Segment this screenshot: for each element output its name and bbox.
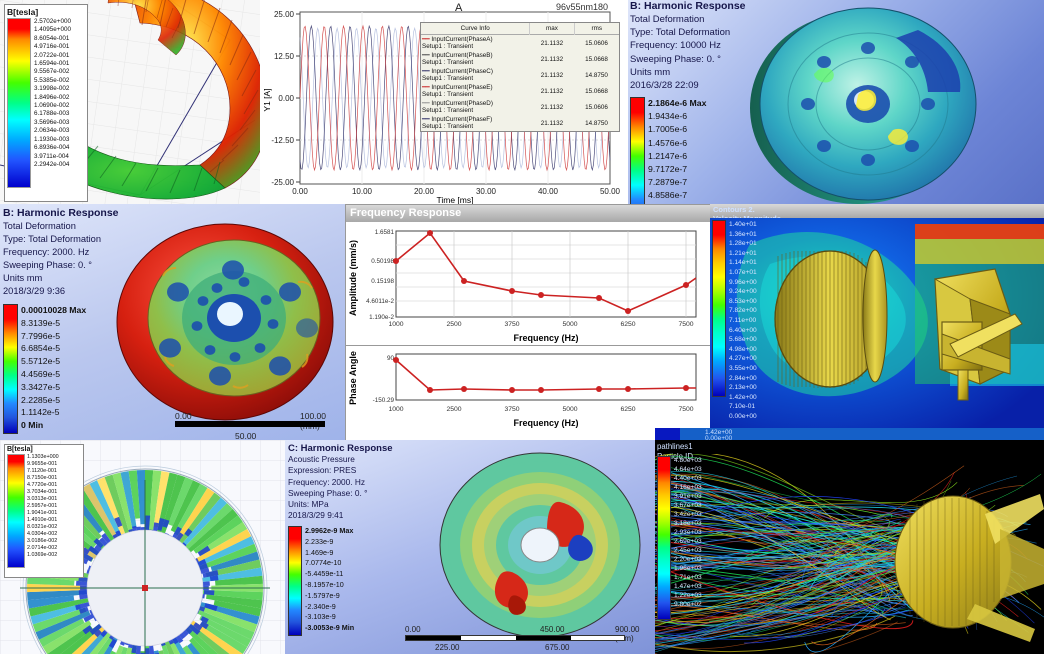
svg-text:40.00: 40.00 [538,187,559,196]
svg-text:6250: 6250 [620,406,635,413]
svg-text:0.15198: 0.15198 [371,278,394,285]
svg-text:5000: 5000 [562,406,577,413]
svg-text:20.00: 20.00 [414,187,435,196]
svg-text:12.50: 12.50 [274,52,295,61]
svg-text:1.6581: 1.6581 [375,229,395,236]
svg-text:4.6011e-2: 4.6011e-2 [366,298,394,305]
svg-text:7500: 7500 [678,406,693,413]
svg-text:50.00: 50.00 [600,187,621,196]
svg-text:25.00: 25.00 [274,10,295,19]
svg-text:1.190e-2: 1.190e-2 [369,314,394,321]
svg-text:6250: 6250 [620,321,635,328]
svg-text:Phase Angle: Phase Angle [348,351,358,405]
svg-text:30.00: 30.00 [476,187,497,196]
svg-text:0.00: 0.00 [292,187,308,196]
svg-text:2500: 2500 [446,406,461,413]
svg-text:-150.29: -150.29 [373,397,395,404]
svg-text:-12.50: -12.50 [271,136,294,145]
svg-text:-25.00: -25.00 [271,178,294,187]
svg-text:1000: 1000 [388,321,403,328]
svg-text:Frequency (Hz): Frequency (Hz) [513,418,578,428]
svg-text:Frequency (Hz): Frequency (Hz) [513,333,578,343]
svg-text:0.50198: 0.50198 [371,258,394,265]
svg-text:0.00: 0.00 [278,94,294,103]
svg-text:3750: 3750 [504,406,519,413]
svg-text:7500: 7500 [678,321,693,328]
svg-text:Time [ms]: Time [ms] [437,195,474,204]
svg-text:Y1 [A]: Y1 [A] [262,88,272,111]
svg-text:10.00: 10.00 [352,187,373,196]
svg-text:Amplitude (mm/s): Amplitude (mm/s) [348,240,358,316]
svg-text:1000: 1000 [388,406,403,413]
svg-text:2500: 2500 [446,321,461,328]
svg-text:5000: 5000 [562,321,577,328]
svg-text:3750: 3750 [504,321,519,328]
